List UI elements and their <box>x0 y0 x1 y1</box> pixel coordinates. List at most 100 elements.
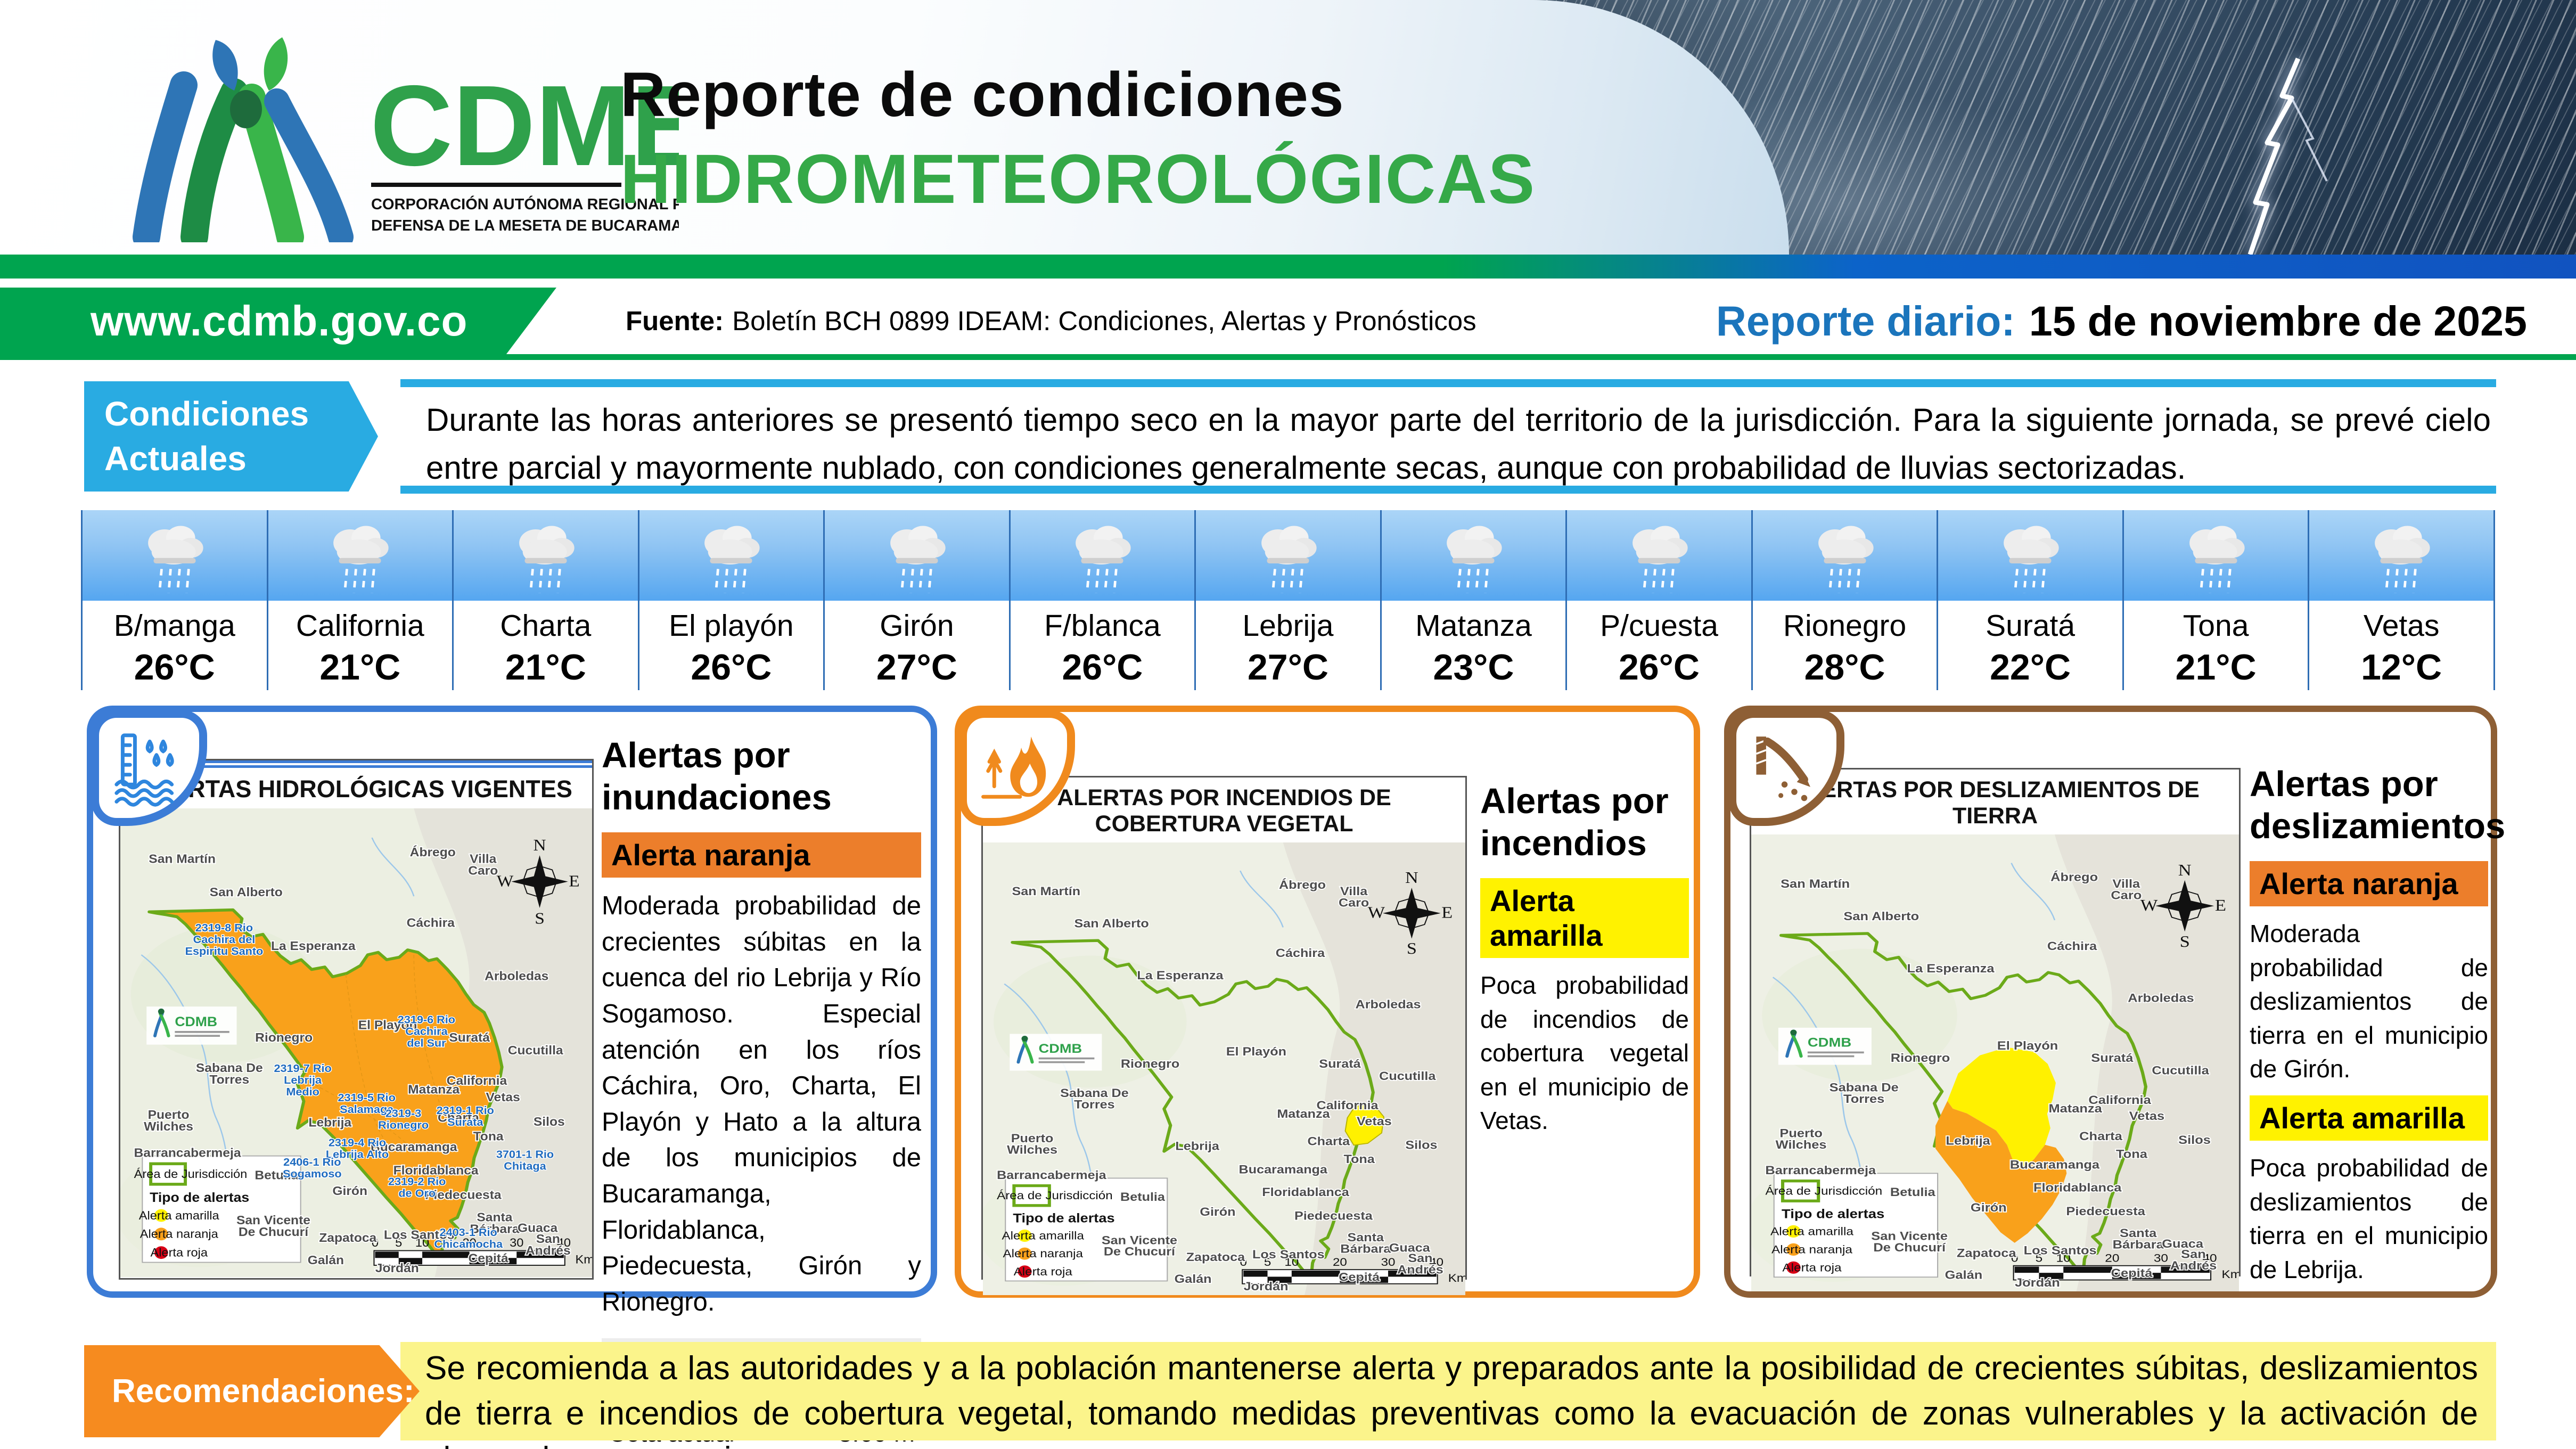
source-label: Fuente: <box>626 306 724 336</box>
forecast-icon-cell <box>1381 510 1566 601</box>
rain-cloud-icon <box>1261 526 1317 593</box>
forecast-icon-cell <box>83 510 267 601</box>
city-name: F/blanca <box>1044 609 1161 643</box>
svg-text:Girón: Girón <box>332 1184 367 1198</box>
svg-text:Lebrija: Lebrija <box>1175 1140 1219 1153</box>
svg-text:W: W <box>2140 897 2158 915</box>
svg-text:Barrancabermeja: Barrancabermeja <box>997 1169 1106 1182</box>
city-temperature: 27°C <box>876 647 957 687</box>
svg-text:S: S <box>2180 933 2190 951</box>
svg-text:Alerta roja: Alerta roja <box>1014 1265 1072 1278</box>
city-forecast-8: P/cuesta 26°C <box>1567 510 1753 690</box>
forecast-icon-cell <box>2123 510 2308 601</box>
svg-text:20: 20 <box>1333 1255 1347 1268</box>
svg-text:Alerta naranja: Alerta naranja <box>140 1227 218 1240</box>
rain-cloud-icon <box>704 526 760 593</box>
svg-text:Cáchira: Cáchira <box>2047 940 2097 953</box>
svg-text:Km: Km <box>2221 1267 2239 1280</box>
svg-text:Piedecuesta: Piedecuesta <box>425 1188 502 1202</box>
city-name: Tona <box>2183 609 2249 643</box>
landslide-icon <box>1728 710 1844 826</box>
svg-text:Tona: Tona <box>2116 1148 2148 1161</box>
svg-text:Cepitá: Cepitá <box>468 1251 508 1265</box>
svg-text:Suratá: Suratá <box>1319 1058 1361 1071</box>
logo-caption-1: CORPORACIÓN AUTÓNOMA REGIONAL PARA LA <box>371 195 679 213</box>
svg-text:10: 10 <box>2056 1251 2071 1264</box>
recommendations-text: Se recomienda a las autoridades y a la p… <box>425 1350 2478 1449</box>
city-name: El playón <box>669 609 794 643</box>
svg-text:Alerta amarilla: Alerta amarilla <box>1770 1225 1853 1238</box>
svg-text:Girón: Girón <box>1971 1201 2007 1214</box>
forecast-icon-cell <box>825 510 1009 601</box>
svg-text:San Alberto: San Alberto <box>1074 918 1148 930</box>
svg-text:30: 30 <box>510 1236 523 1249</box>
city-temperature: 27°C <box>1247 647 1328 687</box>
svg-text:Ábrego: Ábrego <box>410 845 456 859</box>
city-forecast-10: Suratá 22°C <box>1938 510 2124 690</box>
alert-level-bar: Alerta amarilla <box>2250 1095 2488 1141</box>
svg-text:La Esperanza: La Esperanza <box>1137 969 1224 982</box>
svg-text:Matanza: Matanza <box>2048 1102 2102 1115</box>
svg-text:Betulia: Betulia <box>255 1168 299 1182</box>
header-panel: CDMB CORPORACIÓN AUTÓNOMA REGIONAL PARA … <box>0 0 1789 255</box>
svg-text:Ábrego: Ábrego <box>1279 878 1326 891</box>
website-url[interactable]: www.cdmb.gov.co <box>91 297 468 345</box>
landslide-heading: Alertas por deslizamientos <box>2250 764 2506 847</box>
fire-map-title: ALERTAS POR INCENDIOS DE COBERTURA VEGET… <box>983 777 1465 842</box>
svg-text:CDMB: CDMB <box>1808 1036 1851 1050</box>
alert-description: Poca probabilidad de deslizamientos de t… <box>2250 1154 2488 1283</box>
city-name: Rionegro <box>1783 609 1907 643</box>
forecast-icon-cell <box>1010 510 1195 601</box>
svg-text:Jordán: Jordán <box>1244 1280 1289 1293</box>
svg-text:S: S <box>1407 939 1417 957</box>
website-badge[interactable]: www.cdmb.gov.co <box>0 288 556 354</box>
svg-text:Floridablanca: Floridablanca <box>393 1164 479 1177</box>
conditions-text: Durante las horas anteriores se presentó… <box>426 402 2491 486</box>
city-temperature: 21°C <box>319 647 401 687</box>
city-name: Suratá <box>1986 609 2075 643</box>
svg-text:Alerta roja: Alerta roja <box>1782 1261 1841 1274</box>
svg-text:Matanza: Matanza <box>1277 1108 1330 1120</box>
svg-text:40: 40 <box>2202 1251 2217 1264</box>
svg-text:Bucaramanga: Bucaramanga <box>2010 1158 2100 1172</box>
svg-text:Lebrija: Lebrija <box>308 1116 351 1129</box>
alert-description: Poca probabilidad de incendios de cobert… <box>1480 971 1689 1134</box>
svg-text:Alerta naranja: Alerta naranja <box>1003 1247 1084 1260</box>
source-text: Boletín BCH 0899 IDEAM: Condiciones, Ale… <box>732 306 1476 336</box>
svg-text:Galán: Galán <box>308 1254 344 1267</box>
rain-cloud-icon <box>333 526 389 593</box>
report-date-label: Reporte diario: <box>1716 297 2015 345</box>
svg-text:Betulia: Betulia <box>1120 1191 1166 1204</box>
cdmb-logo: CDMB CORPORACIÓN AUTÓNOMA REGIONAL PARA … <box>114 29 740 251</box>
svg-text:Alerta roja: Alerta roja <box>150 1246 208 1259</box>
svg-text:California: California <box>2088 1093 2151 1107</box>
rain-cloud-icon <box>2004 526 2059 593</box>
recommendations-body: Se recomienda a las autoridades y a la p… <box>400 1342 2496 1449</box>
svg-text:10: 10 <box>415 1236 429 1249</box>
svg-text:10: 10 <box>1284 1255 1299 1268</box>
svg-text:Galán: Galán <box>1175 1273 1212 1286</box>
svg-text:Lebrija: Lebrija <box>1946 1134 1990 1148</box>
svg-text:Charta: Charta <box>438 1111 480 1125</box>
svg-text:E: E <box>2215 897 2226 915</box>
svg-text:Tipo de alertas: Tipo de alertas <box>1013 1211 1114 1225</box>
svg-text:Área de Jurisdicción: Área de Jurisdicción <box>997 1189 1113 1202</box>
alert-level-bar: Alerta naranja <box>2250 861 2488 907</box>
conditions-badge-line1: Condiciones <box>104 395 309 433</box>
city-forecast-5: F/blanca 26°C <box>1010 510 1196 690</box>
header-gradient-bar <box>0 255 2576 279</box>
svg-text:Barrancabermeja: Barrancabermeja <box>1765 1164 1876 1177</box>
svg-text:Floridablanca: Floridablanca <box>1262 1186 1349 1199</box>
city-name: Matanza <box>1415 609 1532 643</box>
